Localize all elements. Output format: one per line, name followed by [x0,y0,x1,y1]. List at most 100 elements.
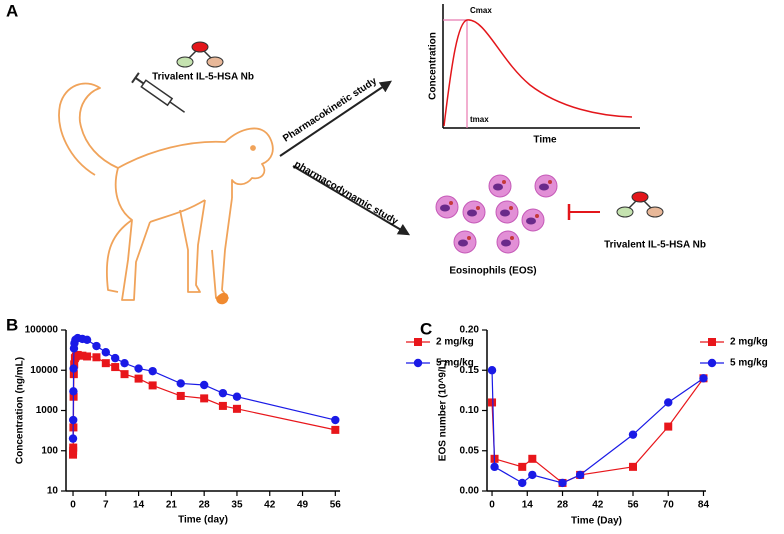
drug-label: Trivalent IL-5-HSA Nb [604,240,706,251]
x-tick-label: 70 [663,500,675,511]
panel-label: A [6,1,18,20]
x-tick-label: 42 [592,500,604,511]
monkey [58,82,274,301]
drug-label: Trivalent IL-5-HSA Nb [152,72,254,83]
legend-label: 2 mg/kg [436,337,474,348]
nucleus [493,183,503,191]
point [575,470,585,480]
pk-xlabel: Time [533,135,557,146]
point [487,366,497,375]
nucleus [458,239,468,247]
point [120,358,129,368]
granule [535,214,539,218]
point [176,391,185,400]
x-tick-label: 0 [489,500,495,511]
point [69,364,78,373]
point [699,374,708,383]
point [488,398,497,407]
point [331,415,340,425]
granule [502,180,506,184]
nucleus [440,204,450,212]
y-tick-label: 0.10 [460,405,480,416]
granule [510,236,514,240]
y-axis-label: Concentration (ng/mL) [15,357,26,464]
granule [476,206,480,210]
x-tick-label: 21 [166,500,178,511]
arrow [279,80,392,157]
point [628,430,638,439]
legend-marker [708,338,716,346]
nucleus [500,209,510,217]
point [134,364,143,373]
point [218,388,228,398]
point [664,398,673,407]
x-axis-label: Time (Day) [571,516,622,527]
point [110,353,120,363]
point [69,387,78,396]
point [101,359,110,368]
point [629,462,637,471]
point [73,350,82,359]
x-tick-label: 28 [199,500,211,511]
granule [467,236,471,240]
panel-label: B [6,315,18,334]
legend-marker [707,358,717,368]
nanobody-icon [176,41,224,68]
point [68,434,78,443]
point [558,478,567,488]
y-tick-label: 10 [47,486,59,497]
arrow-label: pharmacodynamic study [292,159,400,228]
point [218,401,227,410]
legend-marker [414,338,422,346]
nucleus [501,239,511,247]
y-tick-label: 0.15 [460,365,480,376]
x-tick-label: 14 [522,500,534,511]
x-tick-label: 0 [70,500,76,511]
point [69,443,78,452]
point [490,462,499,472]
point [199,380,209,390]
point [83,352,92,361]
x-tick-label: 56 [330,500,342,511]
granule [509,206,513,210]
legend-label: 2 mg/kg [730,337,768,348]
legend-marker [413,358,423,368]
x-tick-label: 14 [133,500,145,511]
point [111,363,120,372]
pk-tmax: tmax [470,115,489,124]
point [528,454,537,463]
y-tick-label: 100 [41,445,58,456]
nucleus [526,217,536,225]
y-tick-label: 0.20 [460,325,480,336]
arrow-label: Pharmacokinetic study [281,75,379,144]
point [120,370,129,379]
x-tick-label: 42 [264,500,276,511]
y-tick-label: 100000 [25,325,59,336]
y-tick-label: 1000 [36,405,59,416]
monkey-hand [216,292,229,305]
nucleus [539,183,549,191]
x-tick-label: 49 [297,500,309,511]
point [664,422,673,431]
point [82,335,92,345]
point [101,348,111,357]
granule [449,201,453,205]
x-tick-label: 28 [557,500,569,511]
point [92,353,101,362]
point [528,470,537,480]
arrow [292,165,411,236]
point [232,404,241,413]
point [134,374,143,383]
x-tick-label: 7 [103,500,109,511]
y-tick-label: 10000 [30,365,58,376]
point [518,478,527,488]
point [200,394,209,403]
x-tick-label: 35 [231,500,243,511]
eos-label: Eosinophils (EOS) [449,266,536,277]
y-tick-label: 0.00 [460,486,480,497]
pk-ylabel: Concentration [428,32,439,100]
point [148,366,157,376]
panel-label: C [420,319,432,338]
x-axis-label: Time (day) [178,515,228,526]
pk-cmax: Cmax [470,6,492,15]
